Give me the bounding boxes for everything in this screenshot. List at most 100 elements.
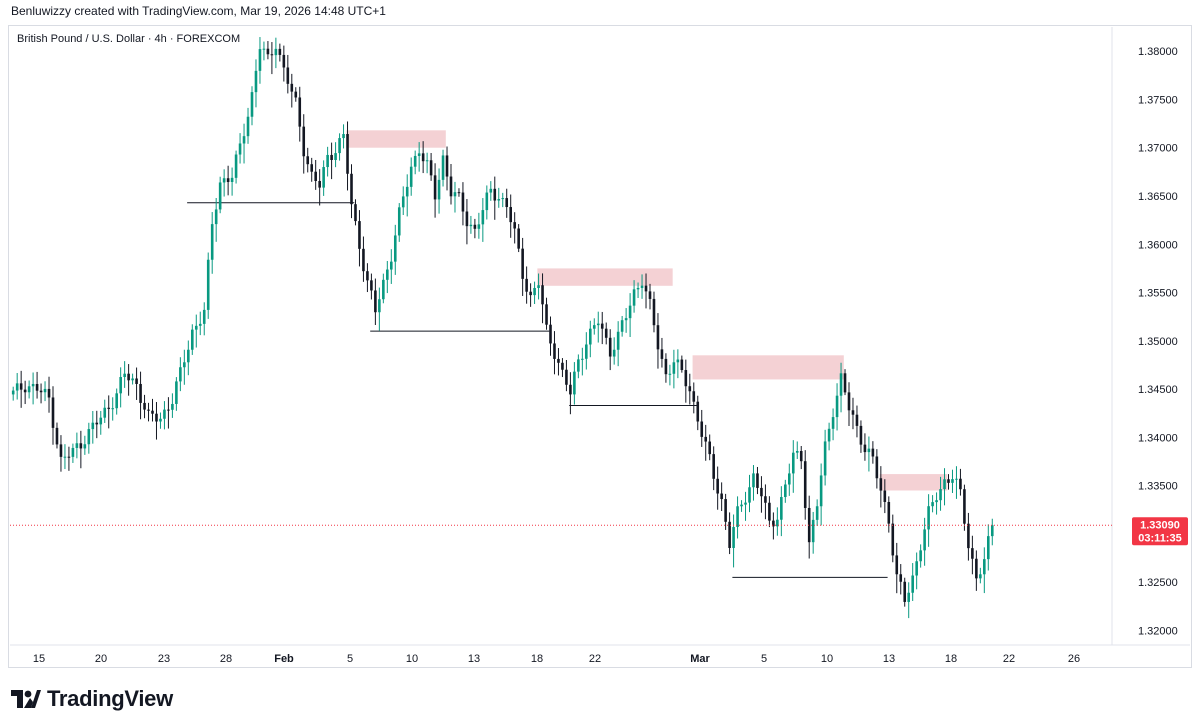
candle-up (386, 269, 389, 280)
candle-up (163, 409, 166, 419)
price-tick-label: 1.34000 (1138, 432, 1178, 444)
candle-up (15, 383, 19, 391)
candle-up (624, 318, 628, 321)
candle-up (338, 138, 341, 154)
time-axis: 15 20 23 28 Feb 5 10 13 18 22 Mar 5 10 13 18 22 26 (10, 644, 1190, 665)
candle-up (75, 443, 79, 448)
candle-up (401, 196, 405, 208)
candle-up (43, 388, 47, 393)
candles-layer (11, 37, 994, 619)
candle-up (585, 344, 588, 359)
candle-down (967, 523, 970, 549)
time-tick-label: 22 (1003, 653, 1015, 665)
candle-down (608, 337, 612, 357)
candle-down (59, 444, 63, 457)
candle-down (366, 271, 369, 281)
candle-up (612, 349, 616, 357)
candle-up (393, 235, 397, 262)
candle-up (589, 328, 592, 345)
candle-up (943, 479, 946, 490)
candle-up (533, 287, 536, 296)
candle-down (167, 409, 170, 411)
candle-up (87, 429, 91, 445)
candle-down (151, 410, 154, 414)
candle-down (370, 280, 373, 291)
candle-up (577, 359, 580, 372)
candle-up (620, 320, 624, 332)
candle-up (214, 209, 218, 225)
candle-down (652, 298, 656, 326)
candle-up (469, 224, 473, 227)
supply-zone (692, 355, 844, 380)
candle-up (477, 224, 481, 229)
candle-up (115, 393, 118, 409)
candle-up (839, 373, 843, 396)
chart-pane[interactable] (8, 25, 1192, 668)
last-price-tag (1132, 517, 1188, 546)
candle-up (103, 407, 107, 418)
candle-down (278, 48, 282, 55)
candle-down (700, 421, 704, 437)
candle-down (545, 304, 548, 325)
candle-down (461, 192, 465, 212)
symbol-title[interactable]: British Pound / U.S. Dollar · 4h · FOREX… (17, 33, 241, 45)
time-tick-label: 26 (1068, 653, 1080, 665)
candle-down (557, 358, 560, 363)
candle-down (525, 278, 528, 292)
candle-down (286, 67, 290, 84)
candle-down (807, 507, 811, 543)
candle-up (187, 349, 190, 363)
candle-down (561, 362, 564, 370)
candle-up (927, 506, 930, 530)
candle-up (437, 179, 441, 200)
candle-down (294, 91, 298, 98)
candle-down (903, 581, 907, 602)
candle-down (67, 456, 71, 458)
candle-down (298, 97, 302, 127)
candle-down (553, 343, 556, 359)
candle-down (509, 207, 512, 223)
candle-up (131, 378, 134, 381)
candle-up (835, 395, 839, 418)
candle-up (632, 289, 636, 306)
tradingview-brand[interactable]: TradingView (11, 686, 173, 712)
price-axis: 1.38000 1.37500 1.37000 1.36500 1.36000 1.355… (1111, 27, 1178, 645)
candle-up (405, 186, 409, 197)
candle-down (330, 154, 333, 160)
candle-down (887, 501, 891, 524)
candle-down (855, 414, 859, 426)
candle-down (493, 188, 497, 201)
candle-down (513, 222, 516, 229)
candle-down (716, 478, 719, 494)
candle-down (604, 328, 608, 338)
candle-down (457, 192, 461, 194)
candle-down (95, 422, 99, 425)
candle-up (453, 192, 457, 197)
candle-up (63, 456, 67, 458)
price-tick-label: 1.32500 (1138, 577, 1178, 589)
candle-down (664, 358, 668, 375)
candle-up (780, 497, 783, 520)
candle-down (127, 373, 130, 381)
candle-up (501, 198, 505, 200)
candle-up (11, 390, 15, 395)
time-tick-label: 10 (821, 653, 833, 665)
candle-up (206, 259, 210, 310)
candle-up (111, 408, 114, 410)
candle-down (863, 444, 867, 453)
candle-down (139, 383, 142, 403)
candle-down (799, 450, 803, 462)
candle-up (979, 574, 982, 579)
candle-up (497, 199, 501, 201)
candle-up (254, 70, 258, 93)
time-tick-label: 5 (347, 653, 353, 665)
price-tick-label: 1.32000 (1138, 626, 1178, 638)
candle-down (55, 427, 59, 445)
candle-down (362, 248, 365, 272)
candle-up (71, 447, 75, 457)
candle-down (947, 479, 950, 483)
candle-up (791, 452, 795, 474)
candle-down (549, 324, 552, 344)
